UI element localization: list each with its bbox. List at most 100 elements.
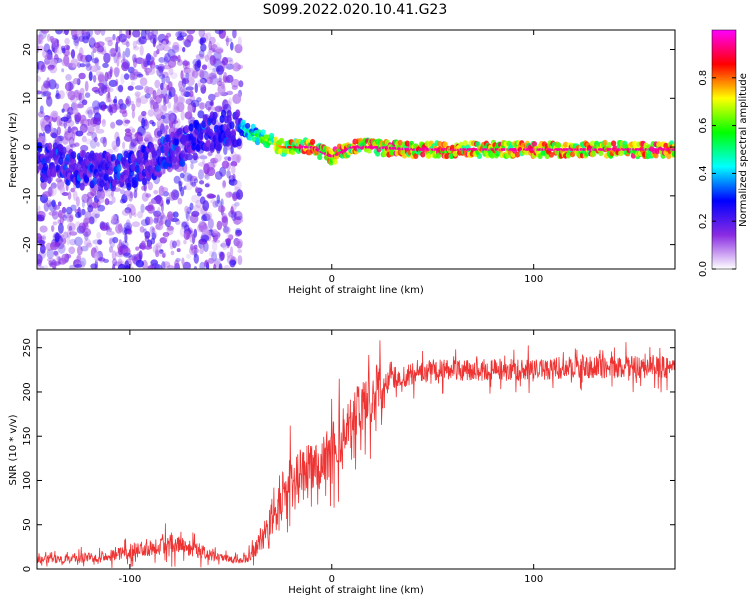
- spectrogram-cell: [68, 246, 76, 255]
- spectrogram-cell: [123, 252, 132, 258]
- spectrogram-cell: [118, 104, 124, 110]
- spectrogram-cell: [124, 128, 131, 133]
- spectrogram-cell: [124, 119, 131, 124]
- spectrogram-cell: [563, 141, 569, 148]
- spectrogram-cell: [37, 258, 42, 267]
- spectrogram-cell: [57, 201, 62, 207]
- spectrogram-cell: [104, 71, 109, 82]
- spectrogram-x-label: Height of straight line (km): [288, 285, 424, 296]
- spectrogram-cell: [168, 91, 172, 100]
- tick-label: 10: [22, 92, 33, 105]
- spectrogram-cell: [54, 83, 60, 90]
- spectrogram-cell: [219, 251, 225, 262]
- spectrogram-cell: [186, 234, 190, 240]
- spectrogram-cell: [43, 201, 50, 212]
- spectrogram-cell: [204, 173, 210, 180]
- spectrogram-cell: [235, 109, 241, 118]
- spectrogram-cell: [598, 150, 604, 157]
- spectrogram-cell: [102, 79, 108, 90]
- spectrogram-cell: [97, 239, 103, 245]
- spectrogram-cell: [91, 208, 101, 219]
- spectrogram-cell: [189, 202, 194, 211]
- spectrogram-cell: [177, 54, 181, 63]
- spectrogram-cell: [84, 217, 92, 224]
- spectrogram-cell: [47, 64, 55, 70]
- spectrogram-cell: [137, 211, 144, 219]
- spectrogram-cell: [197, 152, 204, 159]
- spectrogram-cell: [105, 86, 114, 93]
- spectrogram-cell: [149, 226, 155, 234]
- spectrogram-cell: [184, 111, 193, 120]
- spectrogram-cell: [101, 119, 107, 127]
- spectrogram-cell: [230, 206, 234, 215]
- spectrogram-cell: [182, 153, 188, 162]
- spectrogram-cell: [201, 64, 208, 70]
- spectrogram-cell: [128, 255, 137, 261]
- spectrogram-cell: [218, 72, 223, 84]
- spectrogram-cell: [70, 94, 78, 103]
- spectrogram-cell: [103, 225, 111, 230]
- tick-label: 100: [524, 574, 543, 585]
- spectrogram-cell: [210, 71, 217, 79]
- spectrogram-cell: [141, 177, 147, 186]
- spectrogram-cell: [46, 248, 55, 259]
- spectrogram-cell: [201, 235, 210, 241]
- spectrogram-cell: [186, 30, 196, 35]
- spectrogram-cell: [168, 120, 174, 128]
- spectrogram-cell: [160, 115, 166, 120]
- spectrogram-cell: [182, 261, 191, 269]
- spectrogram-cell: [41, 83, 49, 95]
- spectrogram-cell: [175, 31, 183, 38]
- spectrogram-cell: [671, 143, 675, 150]
- spectrogram-cell: [193, 178, 199, 184]
- spectrogram-cell: [224, 238, 232, 243]
- spectrogram-cell: [234, 43, 243, 54]
- spectrogram-cell: [172, 41, 180, 51]
- spectrogram-cell: [197, 110, 205, 119]
- spectrogram-cell: [228, 175, 235, 183]
- spectrogram-cell: [226, 74, 234, 83]
- spectrogram-cell: [216, 143, 222, 152]
- spectrogram-cell: [67, 106, 75, 116]
- spectrogram-cell: [87, 204, 94, 213]
- spectrogram-cell: [218, 106, 223, 111]
- spectrogram-cell: [168, 191, 176, 201]
- spectrogram-cell: [85, 60, 91, 68]
- spectrogram-cell: [181, 30, 186, 37]
- spectrogram-cell: [186, 253, 191, 259]
- spectrogram-cell: [108, 103, 112, 112]
- spectrogram-cell: [47, 257, 55, 263]
- spectrogram-cell: [147, 30, 155, 40]
- spectrogram-cell: [102, 136, 108, 148]
- spectrogram-cell: [97, 101, 101, 110]
- spectrogram-cell: [437, 140, 443, 147]
- spectrogram-cell: [118, 98, 124, 107]
- spectrogram-cell: [39, 235, 47, 241]
- spectrogram-cell: [133, 212, 137, 218]
- spectrogram-cell: [214, 106, 223, 112]
- spectrogram-cell: [170, 217, 180, 222]
- spectrogram-cell: [131, 103, 136, 112]
- spectrogram-cell: [140, 203, 145, 214]
- spectrogram-cell: [186, 34, 194, 43]
- spectrogram-cell: [153, 108, 163, 119]
- spectrogram-cell: [96, 190, 104, 200]
- spectrogram-cell: [110, 121, 116, 129]
- spectrogram-cell: [177, 197, 183, 205]
- spectrogram-cell: [209, 36, 216, 45]
- spectrogram-cell: [212, 67, 221, 72]
- spectrogram-cell: [61, 206, 67, 214]
- spectrogram-cell: [204, 174, 209, 179]
- spectrogram-cell: [149, 96, 154, 107]
- spectrogram-cell: [132, 30, 141, 38]
- spectrogram-cell: [119, 198, 126, 204]
- spectrogram-cell: [74, 40, 79, 50]
- spectrogram-cell: [52, 261, 61, 266]
- spectrogram-cell: [95, 128, 105, 134]
- tick-label: 0: [329, 574, 335, 585]
- spectrogram-cell: [92, 74, 97, 83]
- spectrogram-cell: [174, 259, 180, 269]
- spectrogram-cell: [96, 141, 100, 147]
- spectrogram-cell: [86, 131, 93, 136]
- spectrogram-cell: [118, 33, 127, 43]
